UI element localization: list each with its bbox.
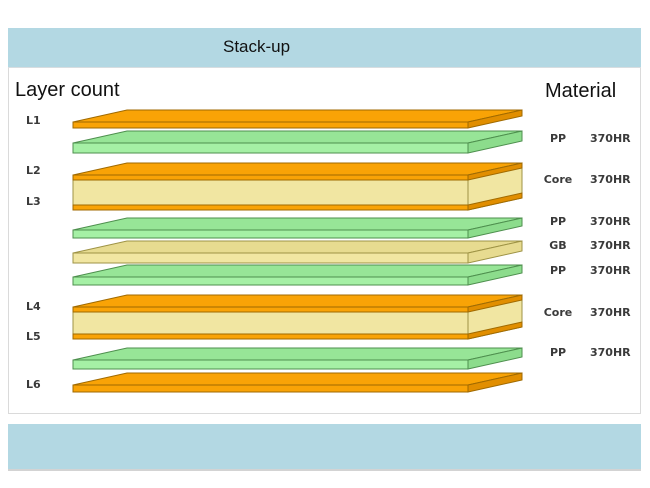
layer-label-l2: L2: [26, 164, 41, 177]
prepreg-top-face: [72, 130, 523, 144]
material-grade: 370HR: [590, 264, 631, 277]
core-top-copper-face: [72, 294, 523, 308]
material-name: Core: [543, 306, 573, 319]
prepreg-top-face: [72, 264, 523, 278]
core-front-top-copper: [72, 306, 469, 313]
gb-front-face: [72, 252, 469, 264]
material-name: PP: [549, 132, 567, 145]
material-grade: 370HR: [590, 215, 631, 228]
prepreg-top-face: [72, 217, 523, 231]
material-name: Core: [543, 173, 573, 186]
footer-bar: [8, 424, 641, 471]
core-top-copper-face: [72, 162, 523, 176]
layer-label-l5: L5: [26, 330, 41, 343]
layer-label-l4: L4: [26, 300, 41, 313]
material-name: PP: [549, 346, 567, 359]
stackup-title: Stack-up: [223, 37, 291, 56]
copper-top-face: [72, 109, 523, 123]
core-front-bottom-copper: [72, 333, 469, 340]
prepreg-front-face: [72, 142, 469, 154]
material-name: GB: [549, 239, 567, 252]
copper-front-face: [72, 384, 469, 393]
stackup-header-bar: [8, 28, 641, 68]
gb-top-face: [72, 240, 523, 254]
prepreg-front-face: [72, 359, 469, 370]
material-name: PP: [549, 215, 567, 228]
material-grade: 370HR: [590, 306, 631, 319]
material-grade: 370HR: [590, 132, 631, 145]
layer-label-l6: L6: [26, 378, 41, 391]
material-column-header: Material: [545, 80, 617, 102]
prepreg-front-face: [72, 229, 469, 239]
copper-top-face: [72, 372, 523, 386]
material-grade: 370HR: [590, 239, 631, 252]
prepreg-front-face: [72, 276, 469, 286]
core-front-bottom-copper: [72, 204, 469, 211]
material-grade: 370HR: [590, 346, 631, 359]
layer-label-l1: L1: [26, 114, 41, 127]
prepreg-top-face: [72, 347, 523, 361]
material-grade: 370HR: [590, 173, 631, 186]
layer-count-column-header: Layer count: [15, 79, 120, 101]
copper-front-face: [72, 121, 469, 129]
layer-label-l3: L3: [26, 195, 41, 208]
core-front-top-copper: [72, 174, 469, 181]
material-name: PP: [549, 264, 567, 277]
